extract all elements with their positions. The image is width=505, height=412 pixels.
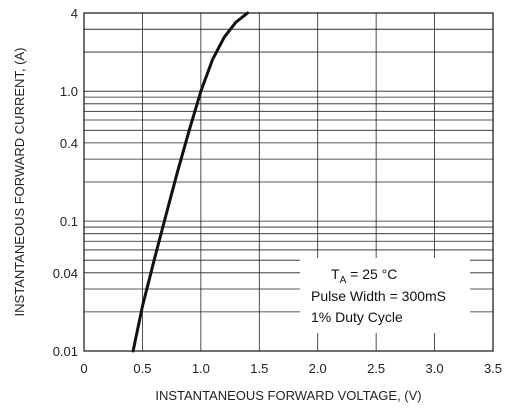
y-axis-label: INSTANTANEOUS FORWARD CURRENT, (A) [12,48,27,317]
conditions-box-background [300,258,470,333]
temperature-note: TA = 25 °C [331,266,397,286]
pulse-width-note: Pulse Width = 300mS [311,288,446,304]
y-tick-labels: 0.01 0.04 0.1 0.4 1.0 4 [53,6,78,359]
y-tick-label: 0.04 [53,266,78,281]
temperature-value: = 25 °C [346,266,397,282]
x-tick-label: 3.5 [484,361,502,376]
x-tick-label: 0.5 [133,361,151,376]
plot-frame [83,12,494,352]
duty-cycle-note: 1% Duty Cycle [311,309,403,325]
x-tick-label: 3.0 [426,361,444,376]
x-tick-label: 2.0 [309,361,327,376]
conditions-box: TA = 25 °C Pulse Width = 300mS 1% Duty C… [300,258,470,333]
forward-current-curve [131,11,250,353]
y-tick-label: 0.4 [60,136,78,151]
y-tick-label: 0.1 [60,214,78,229]
temperature-symbol: T [331,266,340,282]
y-tick-label: 1.0 [60,84,78,99]
x-tick-label: 0 [80,361,87,376]
y-tick-label: 4 [71,6,78,21]
x-tick-label: 1.5 [250,361,268,376]
x-axis-label: INSTANTANEOUS FORWARD VOLTAGE, (V) [155,388,421,403]
y-tick-label: 0.01 [53,344,78,359]
temperature-subscript: A [340,275,347,286]
x-tick-label: 2.5 [367,361,385,376]
x-tick-label: 1.0 [192,361,210,376]
x-tick-labels: 0 0.5 1.0 1.5 2.0 2.5 3.0 3.5 [80,361,502,376]
